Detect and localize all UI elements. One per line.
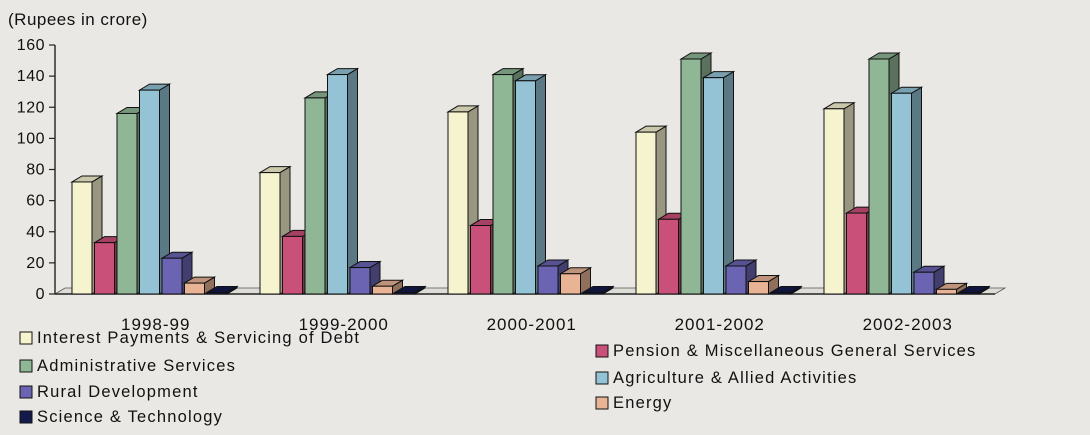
bar (889, 86, 924, 295)
bar (957, 285, 991, 295)
bar-front (184, 282, 205, 295)
bar-side (911, 86, 922, 295)
bar (205, 285, 239, 295)
x-category-label: 1999-2000 (299, 315, 389, 334)
bar-side (535, 73, 546, 295)
legend-swatch (19, 359, 33, 373)
x-category-label: 2002-2003 (863, 315, 953, 334)
bar-front (823, 108, 845, 295)
category-labels: 1998-99 1999-2000 2000-2001 2001-2002 2002-2… (121, 315, 953, 334)
legend-label: Agriculture & Allied Activities (613, 369, 857, 387)
bar-front (913, 271, 935, 295)
bar-front (492, 74, 514, 295)
bar (581, 285, 615, 295)
legend-swatch (595, 371, 609, 385)
bar-front (394, 291, 416, 295)
x-category-label: 2001-2002 (675, 315, 765, 334)
bar-front (304, 97, 326, 295)
legend-item: Science & Technology (19, 408, 223, 426)
x-category-label: 2000-2001 (487, 315, 577, 334)
bar-front (259, 172, 281, 295)
y-tick-label: 160 (17, 37, 45, 54)
bar-front (560, 273, 581, 295)
unit-label: (Rupees in crore) (8, 10, 148, 29)
y-tick-label: 80 (26, 162, 45, 179)
legend-swatch (19, 385, 33, 399)
y-tick-label: 20 (26, 255, 45, 272)
legend-item: Pension & Miscellaneous General Services (595, 342, 977, 360)
bar-front (582, 291, 604, 295)
bar-front (658, 218, 679, 295)
legend-label: Pension & Miscellaneous General Services (613, 342, 977, 360)
legend-item: Energy (595, 394, 672, 412)
y-tick-label: 140 (17, 68, 45, 85)
bar (746, 274, 781, 295)
bar-front (635, 131, 657, 295)
legend-item: Agriculture & Allied Activities (595, 369, 857, 387)
bar (701, 70, 736, 295)
bar (724, 259, 758, 295)
bar-front (891, 92, 912, 295)
legend-label: Energy (613, 394, 672, 412)
y-tick-label: 100 (17, 130, 45, 147)
bar-front (327, 74, 348, 295)
bar (513, 73, 548, 295)
bar-front (958, 291, 980, 295)
legend-label: Interest Payments & Servicing of Debt (37, 329, 360, 347)
y-tick-label: 0 (36, 286, 45, 303)
bar-front (748, 281, 769, 295)
bar-front (537, 265, 559, 295)
bar-front (703, 77, 724, 295)
bar-front (770, 291, 792, 295)
bar-front (349, 267, 371, 295)
bar-front (139, 89, 160, 295)
bar-front (282, 235, 303, 295)
legend-swatch (19, 410, 33, 424)
legend-swatch (19, 331, 33, 345)
bar-side (347, 67, 358, 295)
legend-item: Rural Development (19, 383, 199, 401)
bar (769, 285, 803, 295)
bar (137, 83, 172, 295)
bar-front (71, 181, 93, 295)
y-tick-label: 120 (17, 99, 45, 116)
bar-front (936, 288, 957, 295)
bar-side (723, 70, 734, 295)
legend-swatch (595, 344, 609, 358)
bar (393, 285, 427, 295)
bar (934, 282, 969, 295)
y-tick-label: 60 (26, 193, 45, 210)
bar-front (372, 285, 393, 295)
bar-front (116, 112, 138, 295)
x-category-label: 1998-99 (121, 315, 190, 334)
bar-front (680, 58, 702, 295)
bar-front (94, 242, 115, 295)
legend-item: Interest Payments & Servicing of Debt (19, 329, 360, 347)
bar-front (447, 111, 469, 295)
legend-label: Science & Technology (37, 408, 223, 426)
bar-front (725, 265, 747, 295)
legend-swatch (595, 396, 609, 410)
legend-item: Administrative Services (19, 357, 236, 375)
legend-label: Administrative Services (37, 357, 236, 375)
y-tick-label: 40 (26, 224, 45, 241)
bar-front (846, 212, 867, 295)
bar-front (206, 291, 228, 295)
bar-front (515, 80, 536, 295)
bars (70, 52, 991, 295)
legend-label: Rural Development (37, 383, 199, 401)
bar-front (161, 257, 183, 295)
bar (325, 67, 360, 295)
bar-front (470, 225, 491, 295)
legend: Interest Payments & Servicing of Debt Pen… (19, 329, 977, 426)
bar-front (868, 58, 890, 295)
bar (370, 279, 405, 295)
